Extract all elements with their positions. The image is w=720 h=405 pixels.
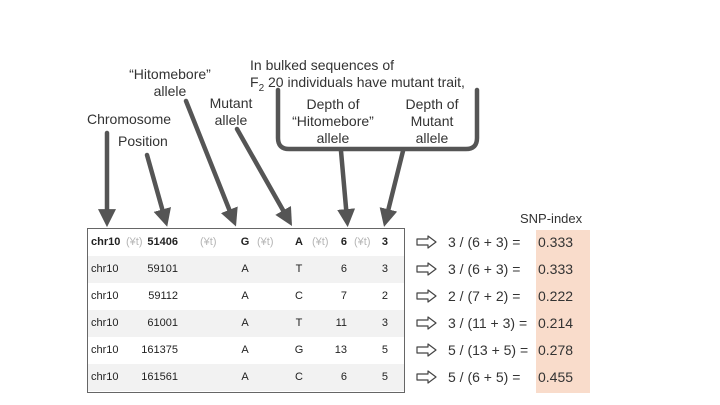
label-hitomebore-allele: “Hitomebore” allele xyxy=(114,66,226,100)
cell-position: 61001 xyxy=(147,317,178,329)
label-f-subscript: 2 xyxy=(258,82,265,94)
arrow-hitomebore-allele xyxy=(183,98,238,227)
label-depth-mutant: Depth of Mutant allele xyxy=(397,96,467,147)
cell-chromosome: chr10 xyxy=(91,317,119,329)
label-depth-mut-line1: Depth of xyxy=(405,96,459,112)
calc-formula: 3 / (6 + 3) = xyxy=(448,234,521,250)
label-bulked-line2: F2 20 individuals have mutant trait, xyxy=(250,74,465,97)
cell-mutant-allele: C xyxy=(295,290,303,302)
label-position: Position xyxy=(118,133,168,149)
label-mutant-allele: Mutant allele xyxy=(203,95,259,129)
calc-formula: 3 / (11 + 3) = xyxy=(448,315,528,331)
label-depth-hitomebore: Depth of “Hitomebore” allele xyxy=(283,96,383,147)
cell-position: 59101 xyxy=(147,263,178,275)
cell-hitomebore-allele: A xyxy=(241,344,249,356)
table-row: chr10 59101 A T 6 3 xyxy=(88,256,404,283)
table-row: chr10 61001 A T 11 3 xyxy=(88,310,404,337)
snp-index-value: 0.333 xyxy=(538,261,574,277)
arrow-depth-mutant xyxy=(379,148,406,227)
snp-index-value: 0.222 xyxy=(538,288,574,304)
cell-position: 59112 xyxy=(148,290,178,302)
cell-mutant-allele: C xyxy=(295,371,303,383)
bracket-bulked xyxy=(275,87,480,152)
cell-depth-hitomebore: 6 xyxy=(340,371,347,383)
cell-depth-mutant: 5 xyxy=(381,371,388,383)
tab-marker: (¥t) xyxy=(200,236,217,248)
table-row: chr10 59112 A C 7 2 xyxy=(88,283,404,310)
cell-chromosome: chr10 xyxy=(91,236,121,248)
implies-arrow-icon xyxy=(416,235,437,249)
cell-hitomebore-allele: A xyxy=(241,371,249,383)
cell-depth-mutant: 3 xyxy=(381,317,388,329)
label-hitomebore-allele-line1: “Hitomebore” xyxy=(129,66,211,82)
cell-mutant-allele: G xyxy=(294,344,304,356)
snp-index-highlight xyxy=(536,230,590,393)
snp-index-value: 0.455 xyxy=(538,369,574,385)
cell-hitomebore-allele: A xyxy=(241,317,249,329)
cell-depth-mutant: 5 xyxy=(381,344,388,356)
label-chromosome: Chromosome xyxy=(87,111,172,127)
cell-depth-hitomebore: 7 xyxy=(340,290,347,302)
calc-formula: 5 / (6 + 5) = xyxy=(448,369,521,385)
cell-chromosome: chr10 xyxy=(91,371,119,383)
tab-marker: (¥t) xyxy=(354,236,371,248)
label-depth-ref-line2: “Hitomebore” xyxy=(292,113,374,129)
implies-arrow-icon xyxy=(416,316,437,330)
cell-hitomebore-allele: A xyxy=(241,290,249,302)
cell-depth-hitomebore: 13 xyxy=(334,344,347,356)
implies-arrow-icon xyxy=(416,370,437,384)
cell-mutant-allele: A xyxy=(295,236,303,248)
label-bulked-sequences: In bulked sequences of F2 20 individuals… xyxy=(250,57,465,97)
cell-depth-mutant: 3 xyxy=(381,236,388,248)
table-row: chr10 161375 A G 13 5 xyxy=(88,337,404,364)
label-depth-ref-line1: Depth of xyxy=(306,96,360,112)
cell-hitomebore-allele: G xyxy=(240,236,250,248)
snp-index-value: 0.278 xyxy=(538,342,574,358)
calc-formula: 3 / (6 + 3) = xyxy=(448,261,521,277)
tab-marker: (¥t) xyxy=(257,236,274,248)
cell-hitomebore-allele: A xyxy=(241,263,249,275)
cell-chromosome: chr10 xyxy=(91,344,119,356)
cell-chromosome: chr10 xyxy=(91,290,119,302)
cell-position: 161561 xyxy=(141,371,178,383)
arrow-position xyxy=(144,152,171,227)
cell-position: 51406 xyxy=(147,236,178,248)
snp-index-value: 0.214 xyxy=(538,315,574,331)
cell-chromosome: chr10 xyxy=(91,263,119,275)
table-row: chr10 161561 A C 6 5 xyxy=(88,364,404,391)
tab-marker: (¥t) xyxy=(312,236,329,248)
calc-formula: 5 / (13 + 5) = xyxy=(448,342,529,358)
calc-formula: 2 / (7 + 2) = xyxy=(448,288,521,304)
label-depth-mut-line3: allele xyxy=(415,130,449,146)
label-snp-index: SNP-index xyxy=(520,211,583,226)
cell-mutant-allele: T xyxy=(295,263,303,275)
label-bulked-rest: 20 individuals have mutant trait, xyxy=(264,74,465,90)
label-depth-ref-line3: allele xyxy=(316,130,350,146)
arrow-depth-hitomebore xyxy=(337,148,356,228)
implies-arrow-icon xyxy=(416,289,437,303)
label-bulked-line1: In bulked sequences of xyxy=(250,57,394,73)
arrow-mutant-allele xyxy=(234,126,292,227)
label-mutant-allele-line1: Mutant xyxy=(209,95,253,111)
cell-position: 161375 xyxy=(141,344,178,356)
cell-depth-hitomebore: 11 xyxy=(335,317,347,329)
cell-mutant-allele: T xyxy=(295,317,303,329)
cell-depth-mutant: 3 xyxy=(381,263,388,275)
table-row: chr10 (¥t) 51406 (¥t) G (¥t) A (¥t) 6 (¥… xyxy=(88,229,404,256)
cell-depth-hitomebore: 6 xyxy=(340,236,347,248)
label-hitomebore-allele-line2: allele xyxy=(153,83,187,99)
snp-index-value: 0.333 xyxy=(538,234,574,250)
implies-arrow-icon xyxy=(416,343,437,357)
data-table: chr10 (¥t) 51406 (¥t) G (¥t) A (¥t) 6 (¥… xyxy=(87,228,405,393)
tab-marker: (¥t) xyxy=(126,236,143,248)
cell-depth-mutant: 2 xyxy=(381,290,388,302)
label-depth-mut-line2: Mutant xyxy=(410,113,454,129)
label-mutant-allele-line2: allele xyxy=(214,112,248,128)
label-f-symbol: F xyxy=(250,74,259,90)
implies-arrow-icon xyxy=(416,262,437,276)
cell-depth-hitomebore: 6 xyxy=(340,263,347,275)
